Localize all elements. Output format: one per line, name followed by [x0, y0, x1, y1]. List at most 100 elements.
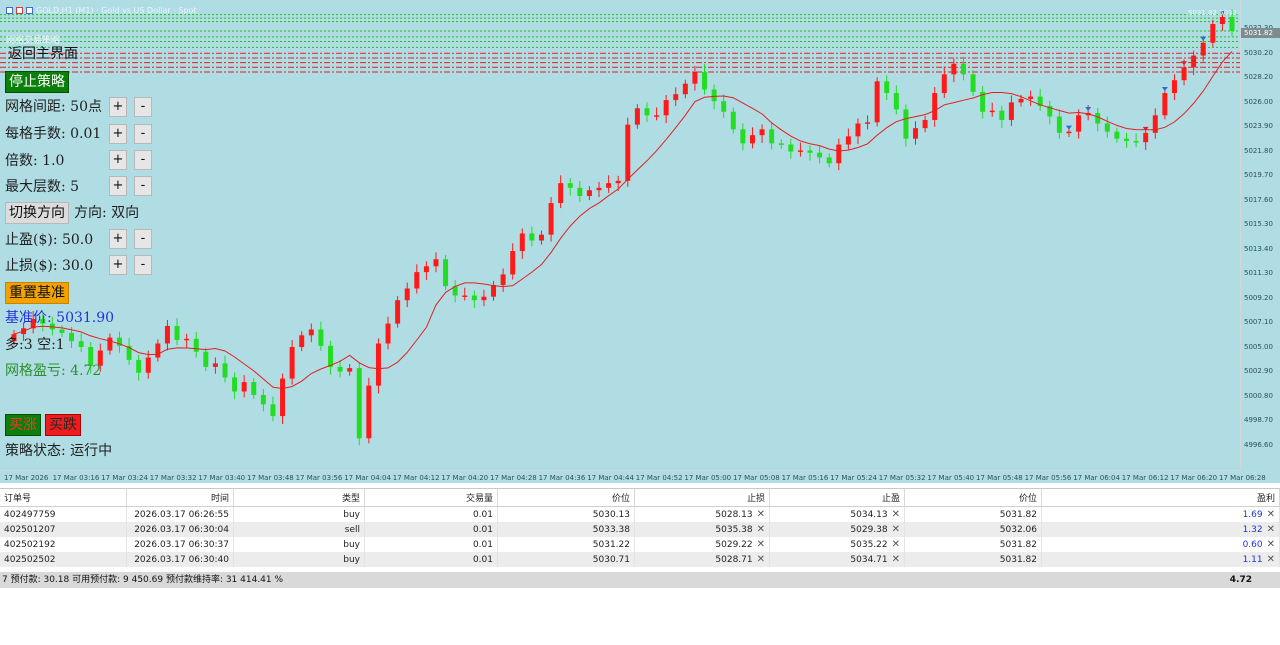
- candlestick-chart[interactable]: [0, 0, 1240, 470]
- candle-body: [960, 63, 966, 75]
- close-order-icon[interactable]: ✕: [1266, 539, 1275, 550]
- buy-down-button[interactable]: 买跌: [45, 414, 81, 436]
- grid-spacing-minus-button[interactable]: -: [134, 97, 152, 117]
- candle-body: [500, 274, 506, 285]
- candle-body: [730, 111, 736, 130]
- time-tick: 17 Mar 04:28: [490, 474, 537, 482]
- price-axis[interactable]: 5032.305030.205028.205026.005023.905021.…: [1240, 0, 1280, 470]
- switch-direction-button[interactable]: 切换方向: [5, 202, 69, 224]
- chart-type-icon[interactable]: [16, 7, 23, 14]
- candle-body: [836, 144, 842, 164]
- order-time: 2026.03.17 06:30:04: [126, 522, 234, 537]
- candle-body: [385, 323, 391, 344]
- price-tick: 5013.40: [1244, 244, 1273, 253]
- remove-tp-icon[interactable]: ✕: [891, 554, 900, 565]
- max-layers-plus-button[interactable]: +: [109, 176, 127, 196]
- col-stop-loss[interactable]: 止损: [634, 489, 770, 507]
- remove-tp-icon[interactable]: ✕: [891, 524, 900, 535]
- order-row[interactable]: 402502192 2026.03.17 06:30:37 buy 0.01 5…: [0, 537, 1280, 552]
- col-profit[interactable]: 盈利: [1041, 489, 1280, 507]
- time-axis[interactable]: 17 Mar 2026 17 Mar 03:16 17 Mar 03:24 17 Ma…: [0, 470, 1266, 483]
- time-tick: 17 Mar 03:48: [247, 474, 294, 482]
- trade-panel[interactable]: 订单号 时间 类型 交易量 价位 止损 止盈 价位 盈利 402497759 2…: [0, 488, 1280, 589]
- time-tick: 17 Mar 05:08: [733, 474, 780, 482]
- time-tick: 17 Mar 06:20: [1170, 474, 1218, 482]
- col-time[interactable]: 时间: [126, 489, 234, 507]
- order-sl: 5029.22: [715, 540, 753, 550]
- reset-base-button[interactable]: 重置基准: [5, 282, 69, 304]
- chart-area[interactable]: GOLD,H1 (M1) · Gold vs US Dollar · Spot …: [0, 0, 1280, 483]
- take-profit-minus-button[interactable]: -: [134, 229, 152, 249]
- order-volume: 0.01: [364, 506, 498, 522]
- order-row[interactable]: 402501207 2026.03.17 06:30:04 sell 0.01 …: [0, 522, 1280, 537]
- close-order-icon[interactable]: ✕: [1266, 524, 1275, 535]
- order-sl: 5035.38: [715, 525, 753, 535]
- candle-body: [807, 150, 813, 153]
- stop-loss-label: 止损($): 30.0: [5, 258, 94, 274]
- close-order-icon[interactable]: ✕: [1266, 509, 1275, 520]
- order-row[interactable]: 402502502 2026.03.17 06:30:40 buy 0.01 5…: [0, 552, 1280, 567]
- chart-window-icon[interactable]: [26, 7, 33, 14]
- stop-strategy-button[interactable]: 停止策略: [5, 71, 69, 93]
- candle-body: [1124, 138, 1130, 142]
- order-id: 402502192: [0, 537, 127, 552]
- order-profit: 1.69: [1242, 510, 1263, 520]
- col-open-price[interactable]: 价位: [497, 489, 635, 507]
- stop-loss-plus-button[interactable]: +: [109, 255, 127, 275]
- multiplier-plus-button[interactable]: +: [109, 150, 127, 170]
- candle-body: [586, 190, 592, 197]
- direction-label: 方向: 双向: [74, 205, 140, 221]
- order-sl-cell: 5035.38 ✕: [634, 522, 770, 537]
- candle-body: [999, 110, 1005, 120]
- candle-body: [30, 318, 36, 329]
- order-profit-cell: 1.32 ✕: [1041, 522, 1280, 537]
- col-type[interactable]: 类型: [233, 489, 365, 507]
- time-tick: 17 Mar 06:12: [1121, 474, 1169, 482]
- account-summary: 7 预付款: 30.18 可用预付款: 9 450.69 预付款维持率: 31 …: [2, 575, 284, 585]
- col-order-id[interactable]: 订单号: [0, 489, 127, 507]
- order-tp: 5029.38: [850, 525, 888, 535]
- candle-body: [136, 359, 142, 373]
- candle-body: [1008, 102, 1014, 120]
- order-row[interactable]: 402497759 2026.03.17 06:26:55 buy 0.01 5…: [0, 506, 1280, 522]
- multiplier-minus-button[interactable]: -: [134, 150, 152, 170]
- col-take-profit[interactable]: 止盈: [769, 489, 905, 507]
- remove-sl-icon[interactable]: ✕: [756, 509, 765, 520]
- candle-body: [797, 150, 803, 152]
- remove-tp-icon[interactable]: ✕: [891, 509, 900, 520]
- remove-sl-icon[interactable]: ✕: [756, 524, 765, 535]
- lot-plus-button[interactable]: +: [109, 124, 127, 144]
- candle-body: [1047, 105, 1053, 117]
- time-tick: 17 Mar 04:36: [538, 474, 586, 482]
- order-current-price: 5031.82: [904, 537, 1042, 552]
- price-tick: 5011.30: [1244, 269, 1273, 277]
- candle-body: [145, 357, 151, 373]
- remove-sl-icon[interactable]: ✕: [756, 539, 765, 550]
- order-open-price: 5033.38: [497, 522, 635, 537]
- max-layers-minus-button[interactable]: -: [134, 176, 152, 196]
- col-volume[interactable]: 交易量: [364, 489, 498, 507]
- time-tick: 17 Mar 05:24: [830, 474, 877, 482]
- take-profit-plus-button[interactable]: +: [109, 229, 127, 249]
- lot-minus-button[interactable]: -: [134, 124, 152, 144]
- candle-body: [414, 272, 420, 289]
- chart-mode-icon[interactable]: [6, 7, 13, 14]
- order-type: buy: [233, 506, 365, 522]
- remove-sl-icon[interactable]: ✕: [756, 554, 765, 565]
- remove-tp-icon[interactable]: ✕: [891, 539, 900, 550]
- order-profit: 0.60: [1242, 540, 1263, 550]
- lot-per-grid-label: 每格手数: 0.01: [5, 126, 102, 142]
- candle-body: [673, 94, 679, 101]
- back-to-main-button[interactable]: 返回主界面: [8, 46, 78, 62]
- order-tp: 5034.13: [850, 510, 888, 520]
- stop-loss-minus-button[interactable]: -: [134, 255, 152, 275]
- close-order-icon[interactable]: ✕: [1266, 554, 1275, 565]
- candle-body: [654, 115, 660, 117]
- candle-body: [395, 300, 401, 324]
- col-current-price[interactable]: 价位: [904, 489, 1042, 507]
- candle-body: [893, 93, 899, 110]
- multiplier-label: 倍数: 1.0: [5, 153, 65, 169]
- buy-up-button[interactable]: 买涨: [5, 414, 41, 436]
- grid-spacing-plus-button[interactable]: +: [109, 97, 127, 117]
- candle-body: [356, 368, 362, 439]
